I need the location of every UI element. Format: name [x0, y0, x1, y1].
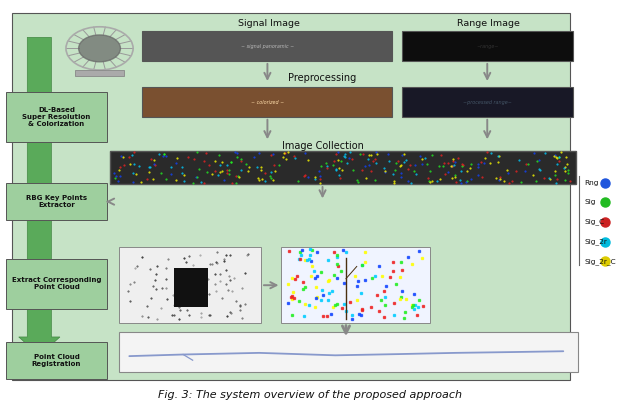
- FancyBboxPatch shape: [118, 247, 261, 323]
- FancyBboxPatch shape: [142, 87, 392, 117]
- FancyBboxPatch shape: [12, 13, 570, 380]
- Text: Fig. 3: The system overview of the proposed approach: Fig. 3: The system overview of the propo…: [158, 390, 462, 400]
- FancyBboxPatch shape: [173, 268, 209, 307]
- FancyArrow shape: [19, 37, 60, 355]
- Text: ~ signal panoramic ~: ~ signal panoramic ~: [241, 44, 294, 49]
- FancyBboxPatch shape: [6, 183, 107, 220]
- FancyBboxPatch shape: [110, 151, 576, 184]
- FancyBboxPatch shape: [118, 333, 578, 373]
- Text: Sig_2r: Sig_2r: [584, 238, 607, 245]
- Text: ~ colorized ~: ~ colorized ~: [251, 100, 284, 105]
- Text: Sig_2r_C: Sig_2r_C: [584, 258, 616, 265]
- Text: Sig_C: Sig_C: [584, 219, 604, 225]
- Text: Rng: Rng: [584, 180, 598, 186]
- Text: Extract Corresponding
Point Cloud: Extract Corresponding Point Cloud: [12, 277, 101, 290]
- Text: Image Collection: Image Collection: [282, 141, 364, 151]
- Circle shape: [79, 35, 120, 62]
- Text: Point Cloud
Registration: Point Cloud Registration: [32, 354, 81, 367]
- FancyBboxPatch shape: [6, 259, 107, 309]
- FancyBboxPatch shape: [282, 247, 430, 323]
- FancyBboxPatch shape: [142, 31, 392, 61]
- Text: Sig: Sig: [584, 200, 596, 205]
- Text: ~processed range~: ~processed range~: [463, 100, 512, 105]
- Text: RBG Key Points
Extractor: RBG Key Points Extractor: [26, 195, 87, 208]
- FancyBboxPatch shape: [402, 31, 573, 61]
- FancyBboxPatch shape: [6, 342, 107, 379]
- Text: ~range~: ~range~: [476, 44, 499, 49]
- FancyBboxPatch shape: [6, 92, 107, 142]
- Text: Range Image: Range Image: [457, 19, 520, 28]
- FancyBboxPatch shape: [402, 87, 573, 117]
- Text: Preprocessing: Preprocessing: [289, 73, 356, 83]
- Text: Signal Image: Signal Image: [237, 19, 300, 28]
- Text: DL-Based
Super Resolution
& Colorization: DL-Based Super Resolution & Colorization: [22, 107, 91, 127]
- FancyBboxPatch shape: [76, 70, 124, 76]
